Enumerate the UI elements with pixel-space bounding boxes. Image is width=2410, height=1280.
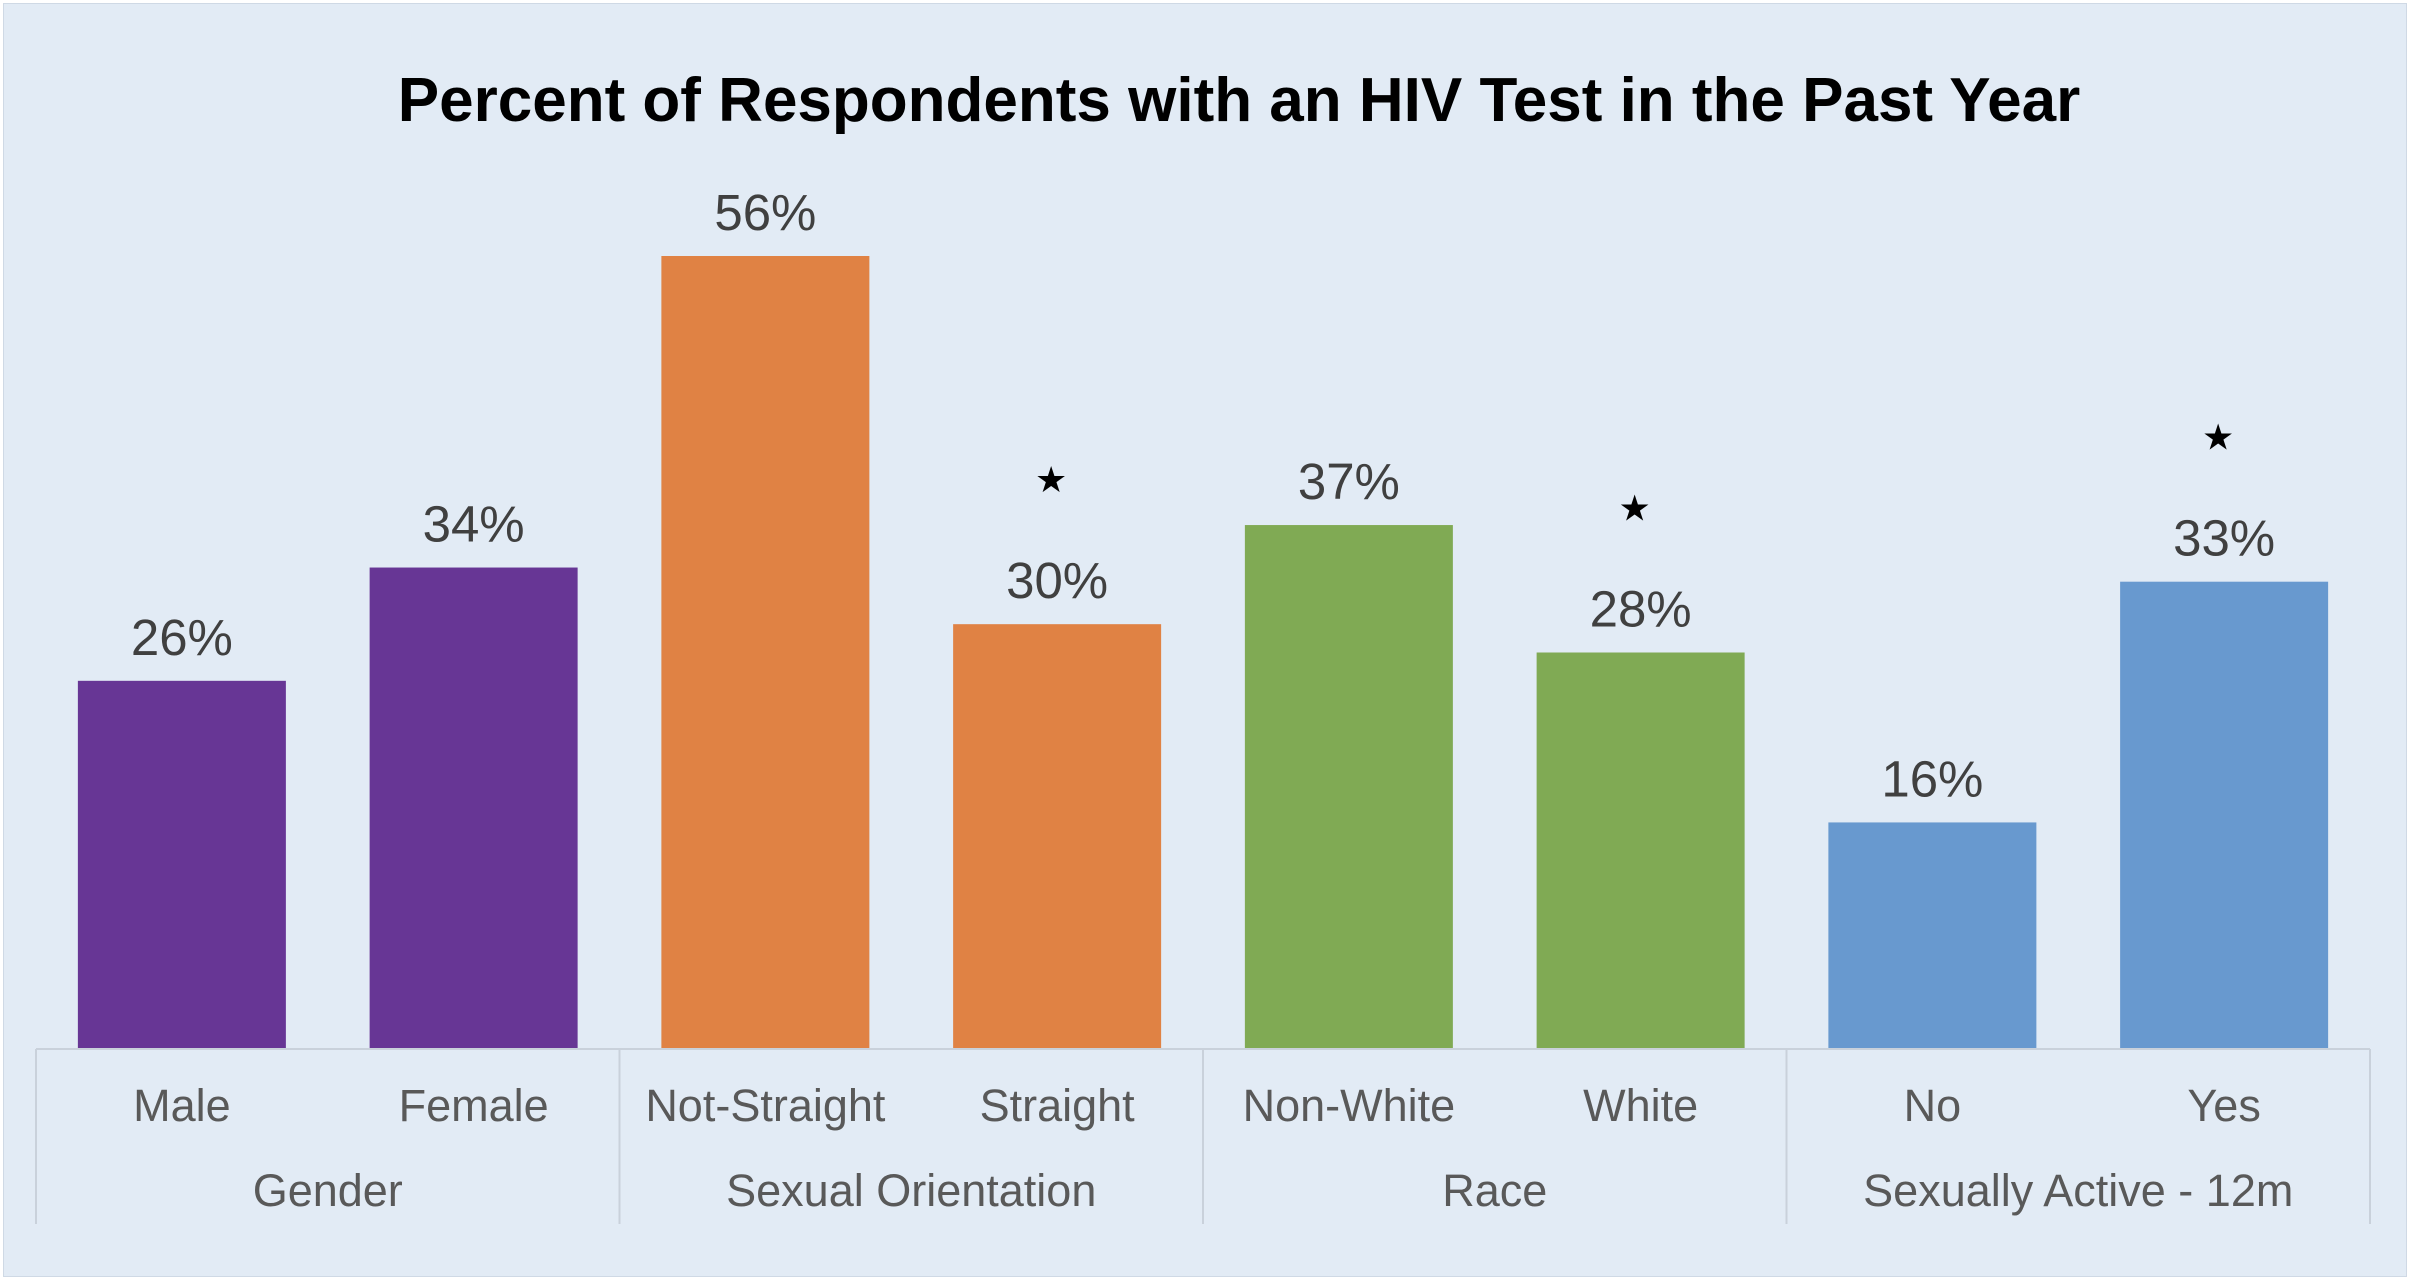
- bar-chart: Percent of Respondents with an HIV Test …: [35, 66, 2371, 1224]
- bar-male: [77, 680, 286, 1049]
- data-label-female: 34%: [423, 496, 525, 553]
- bar-non-white: [1244, 525, 1453, 1049]
- data-label-non-white: 37%: [1298, 453, 1400, 510]
- significance-star-yes: ★: [2202, 418, 2234, 459]
- data-label-male: 26%: [131, 609, 233, 666]
- group-label-sexually-active-12m: Sexually Active - 12m: [1863, 1165, 2293, 1216]
- category-label-white: White: [1583, 1080, 1698, 1131]
- category-label-female: Female: [399, 1080, 549, 1131]
- category-label-straight: Straight: [980, 1080, 1136, 1131]
- data-label-straight: 30%: [1006, 552, 1108, 609]
- bar-white: [1536, 652, 1745, 1049]
- category-label-male: Male: [133, 1080, 231, 1131]
- labels-layer: 26% 34% 56% 30% ★ 37% 28% ★ 16% 33% ★: [131, 184, 2275, 807]
- data-label-no: 16%: [1881, 750, 1983, 807]
- bar-yes: [2120, 581, 2329, 1049]
- data-label-white: 28%: [1590, 581, 1692, 638]
- bar-straight: [953, 624, 1162, 1049]
- data-label-not-straight: 56%: [714, 184, 816, 241]
- group-label-sexual-orientation: Sexual Orientation: [726, 1165, 1096, 1216]
- bar-not-straight: [661, 256, 870, 1049]
- category-label-not-straight: Not-Straight: [645, 1080, 886, 1131]
- group-label-gender: Gender: [253, 1165, 403, 1216]
- group-label-race: Race: [1442, 1165, 1547, 1216]
- chart-frame: Percent of Respondents with an HIV Test …: [3, 3, 2407, 1277]
- category-label-no: No: [1904, 1080, 1962, 1131]
- bar-female: [369, 567, 578, 1049]
- significance-star-straight: ★: [1035, 460, 1067, 501]
- axis-layer: Male Female Gender Not-Straight Straight Sexu…: [35, 1048, 2371, 1224]
- chart-title: Percent of Respondents with an HIV Test …: [398, 66, 2080, 135]
- data-label-yes: 33%: [2173, 510, 2275, 567]
- significance-star-white: ★: [1618, 489, 1650, 530]
- category-label-non-white: Non-White: [1243, 1080, 1456, 1131]
- bars-layer: [77, 256, 2329, 1049]
- bar-no: [1828, 822, 2037, 1049]
- category-label-yes: Yes: [2187, 1080, 2260, 1131]
